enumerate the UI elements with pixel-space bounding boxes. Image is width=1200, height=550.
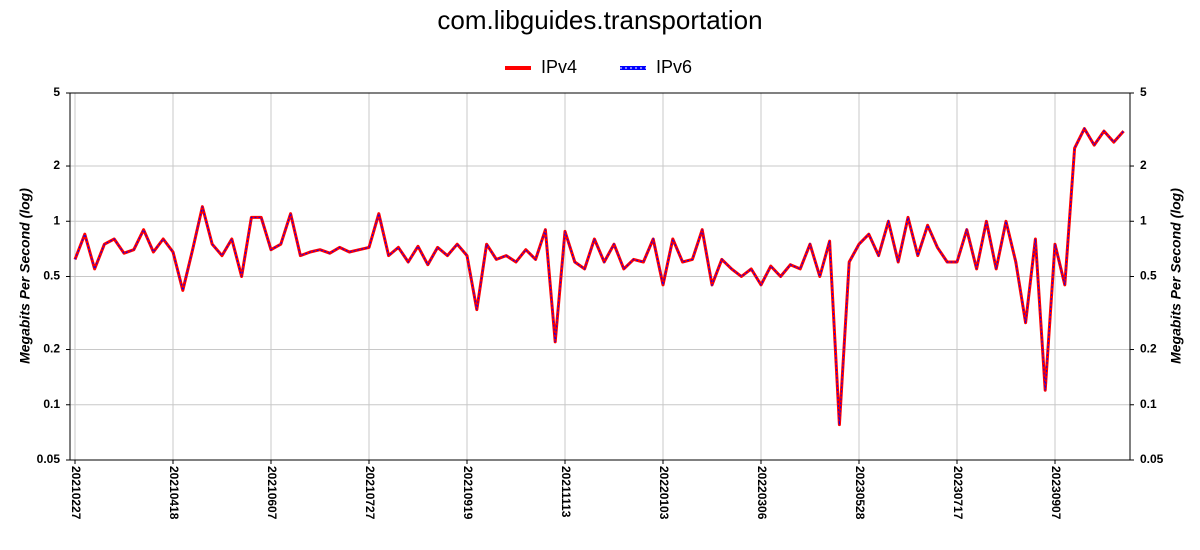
x-tick-label: 20220306 xyxy=(755,466,769,520)
y-tick-label: 2 xyxy=(53,158,60,172)
x-tick-label: 20230528 xyxy=(853,466,867,520)
y2-tick-label: 2 xyxy=(1140,158,1147,172)
legend-label: IPv6 xyxy=(656,57,692,77)
y2-tick-label: 0.2 xyxy=(1140,342,1157,356)
y-tick-label: 1 xyxy=(53,213,60,227)
x-tick-label: 20220103 xyxy=(657,466,671,520)
y-tick-label: 0.5 xyxy=(43,269,60,283)
y2-tick-label: 0.1 xyxy=(1140,397,1157,411)
x-tick-label: 20210919 xyxy=(461,466,475,520)
y2-axis-label: Megabits Per Second (log) xyxy=(1168,188,1184,364)
x-tick-label: 20230717 xyxy=(951,466,965,520)
y2-tick-label: 5 xyxy=(1140,85,1147,99)
y2-tick-label: 0.5 xyxy=(1140,269,1157,283)
x-tick-label: 20210227 xyxy=(69,466,83,520)
legend-label: IPv4 xyxy=(541,57,577,77)
x-tick-label: 20210418 xyxy=(167,466,181,520)
y-tick-label: 5 xyxy=(53,85,60,99)
y2-tick-label: 1 xyxy=(1140,213,1147,227)
y-axis-label: Megabits Per Second (log) xyxy=(17,188,33,364)
x-tick-label: 20211113 xyxy=(559,466,573,518)
plot-frame xyxy=(69,92,1131,461)
chart-title: com.libguides.transportation xyxy=(437,5,762,35)
x-tick-label: 20230907 xyxy=(1049,466,1063,520)
y-tick-label: 0.1 xyxy=(43,397,60,411)
x-tick-label: 20210607 xyxy=(265,466,279,520)
y-tick-label: 0.2 xyxy=(43,342,60,356)
series-line xyxy=(74,127,1124,425)
x-tick-label: 20210727 xyxy=(363,466,377,520)
y-tick-label: 0.05 xyxy=(37,452,61,466)
y2-tick-label: 0.05 xyxy=(1140,452,1164,466)
